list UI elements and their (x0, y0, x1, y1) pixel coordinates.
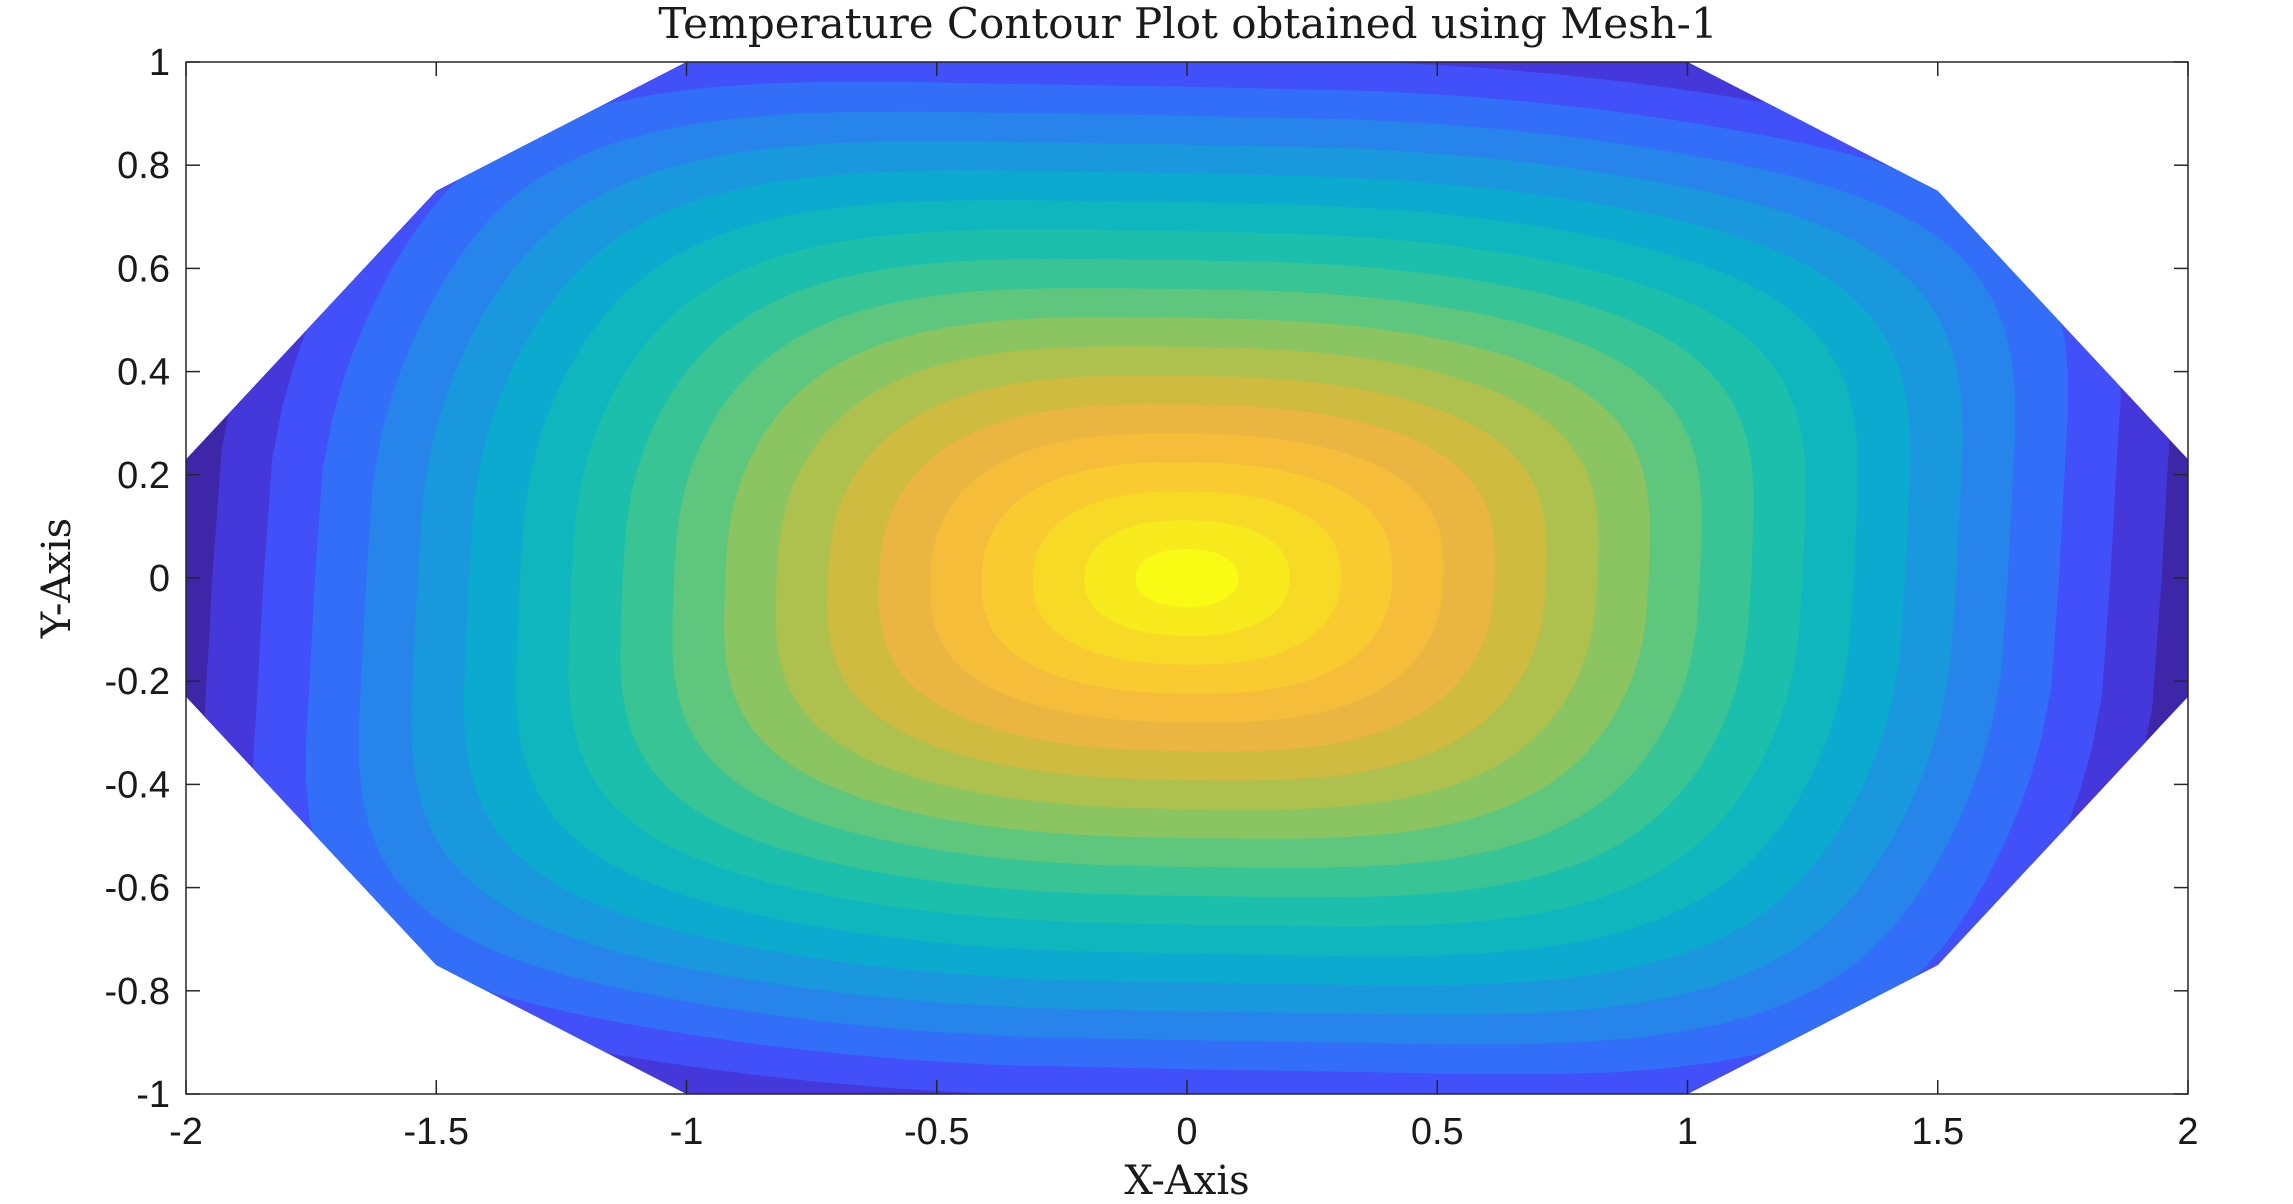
x-tick-label: 0.5 (1411, 1111, 1464, 1153)
y-tick-label: -0.4 (105, 764, 170, 806)
y-tick-label: 0 (149, 558, 170, 600)
x-tick-label: -0.5 (904, 1111, 969, 1153)
y-tick-label: -0.2 (105, 661, 170, 703)
x-axis-ticks: -2 -1.5 -1 -0.5 0 0.5 1 1.5 2 (169, 62, 2199, 1153)
x-tick-label: 2 (2177, 1111, 2198, 1153)
y-tick-label: 0.4 (117, 352, 170, 394)
y-axis-ticks: -1 -0.8 -0.6 -0.4 -0.2 0 0.2 0.4 0.6 0.8 1 (105, 42, 2188, 1116)
y-tick-label: -0.8 (105, 971, 170, 1013)
y-tick-label: -0.6 (105, 868, 170, 910)
x-tick-label: 0 (1176, 1111, 1197, 1153)
chart-title: Temperature Contour Plot obtained using … (658, 0, 1717, 48)
y-tick-label: 0.6 (117, 248, 170, 290)
y-tick-label: 1 (149, 42, 170, 84)
x-tick-label: 1 (1677, 1111, 1698, 1153)
x-tick-label: -2 (169, 1111, 203, 1153)
contour-band (1135, 549, 1239, 607)
x-tick-label: -1.5 (404, 1111, 469, 1153)
y-axis-label: Y-Axis (34, 518, 80, 639)
y-tick-label: -1 (136, 1074, 170, 1116)
x-tick-label: 1.5 (1911, 1111, 1964, 1153)
x-axis-label: X-Axis (1124, 1158, 1249, 1204)
x-tick-label: -1 (670, 1111, 704, 1153)
y-tick-label: 0.8 (117, 145, 170, 187)
contour-bands (186, 62, 2188, 1094)
plot-area (185, 61, 2189, 1095)
y-tick-label: 0.2 (117, 455, 170, 497)
